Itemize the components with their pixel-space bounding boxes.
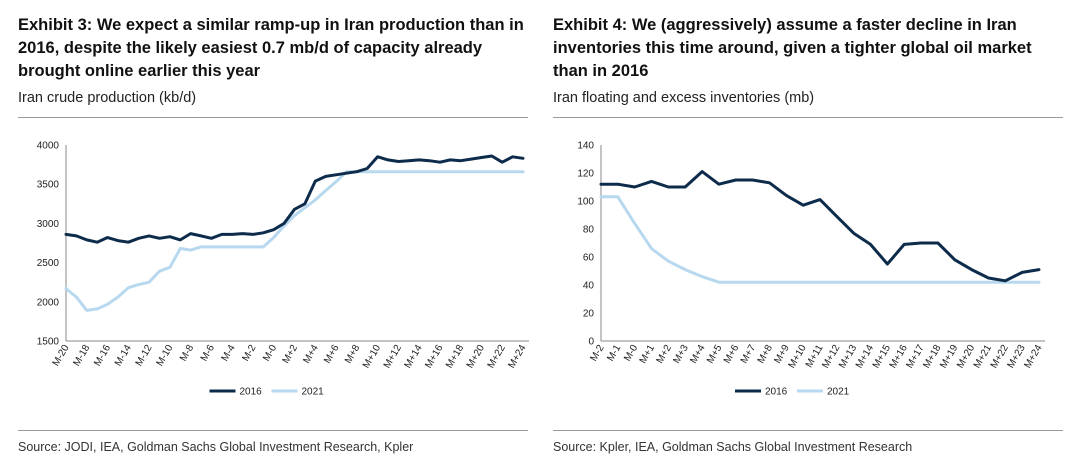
- y-tick-label: 4000: [37, 141, 60, 152]
- exhibit-3-panel: Exhibit 3: We expect a similar ramp-up i…: [18, 0, 533, 465]
- y-tick-label: 80: [583, 225, 595, 236]
- x-tick-label: M+24: [506, 343, 528, 371]
- legend-label-2021: 2021: [302, 387, 325, 398]
- y-tick-label: 1500: [37, 337, 60, 348]
- x-tick-label: M-6: [199, 343, 217, 364]
- y-tick-label: 2000: [37, 297, 60, 308]
- exhibit-3-title: Exhibit 3: We expect a similar ramp-up i…: [18, 16, 524, 80]
- y-tick-label: 120: [577, 169, 594, 180]
- y-tick-label: 60: [583, 253, 595, 264]
- exhibit-4-subtitle: Iran floating and excess inventories (mb…: [553, 90, 815, 106]
- legend-label-2021: 2021: [827, 387, 850, 398]
- x-tick-label: M+6: [322, 343, 342, 366]
- series-line-2016: [599, 170, 1041, 283]
- y-tick-label: 2500: [37, 258, 60, 269]
- exhibit-3-source: Source: JODI, IEA, Goldman Sachs Global …: [18, 440, 414, 454]
- exhibit-4-bottom-rule: [553, 430, 1063, 431]
- x-tick-label: M-2: [240, 343, 258, 364]
- x-tick-label: M+8: [343, 343, 363, 366]
- x-tick-label: M+4: [301, 343, 321, 366]
- exhibit-4-panel: Exhibit 4: We (aggressively) assume a fa…: [553, 0, 1068, 465]
- x-tick-label: M-1: [605, 343, 623, 364]
- x-tick-label: M+18: [444, 343, 466, 371]
- x-tick-label: M+20: [465, 343, 487, 371]
- x-tick-label: M-0: [261, 343, 279, 364]
- exhibit-3-bottom-rule: [18, 430, 528, 431]
- exhibit-4-title: Exhibit 4: We (aggressively) assume a fa…: [553, 16, 1032, 80]
- x-tick-label: M+24: [1022, 343, 1044, 371]
- x-tick-label: M-12: [134, 343, 155, 369]
- x-tick-label: M-8: [178, 343, 196, 364]
- x-tick-label: M-16: [92, 343, 113, 369]
- x-tick-label: M-14: [113, 343, 134, 369]
- y-tick-label: 100: [577, 197, 594, 208]
- x-tick-label: M+16: [423, 343, 445, 371]
- x-tick-label: M-4: [220, 343, 238, 364]
- legend-label-2016: 2016: [765, 387, 788, 398]
- x-tick-label: M+7: [739, 343, 759, 366]
- y-tick-label: 40: [583, 281, 595, 292]
- y-tick-label: 140: [577, 141, 594, 152]
- y-tick-label: 0: [588, 337, 594, 348]
- exhibit-4-top-rule: [553, 117, 1063, 118]
- exhibit-4-source: Source: Kpler, IEA, Goldman Sachs Global…: [553, 440, 913, 454]
- exhibit-4-chart: 020406080100120140M-2M-1M-0M+1M+2M+3M+4M…: [577, 141, 1045, 398]
- x-tick-label: M+22: [486, 343, 508, 371]
- x-tick-label: M-18: [71, 343, 92, 369]
- x-tick-label: M+4: [688, 343, 708, 366]
- x-tick-label: M+12: [382, 343, 404, 371]
- exhibit-3-subtitle: Iran crude production (kb/d): [18, 90, 197, 106]
- x-tick-label: M+1: [638, 343, 658, 366]
- y-tick-label: 3000: [37, 219, 60, 230]
- x-tick-label: M+2: [655, 343, 675, 366]
- series-line-2021: [599, 195, 1041, 284]
- x-tick-label: M+8: [756, 343, 776, 366]
- x-tick-label: M+2: [281, 343, 301, 366]
- exhibit-3-top-rule: [18, 117, 528, 118]
- y-tick-label: 20: [583, 309, 595, 320]
- x-tick-label: M+6: [722, 343, 742, 366]
- x-tick-label: M+5: [705, 343, 725, 366]
- x-tick-label: M+3: [671, 343, 691, 366]
- legend-label-2016: 2016: [240, 387, 263, 398]
- y-tick-label: 3500: [37, 180, 60, 191]
- x-tick-label: M+10: [361, 343, 383, 371]
- x-tick-label: M-10: [155, 343, 176, 369]
- x-tick-label: M+14: [403, 343, 425, 371]
- series-line-2021: [64, 170, 525, 312]
- series-line-2016: [64, 154, 525, 244]
